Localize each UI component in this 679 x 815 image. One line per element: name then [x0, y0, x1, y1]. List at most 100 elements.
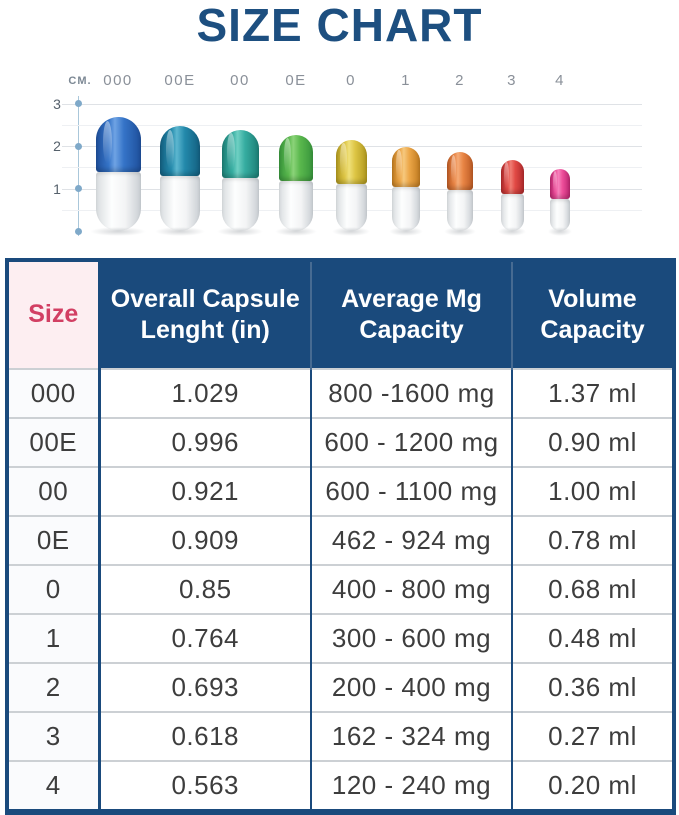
mg-cell: 462 - 924 mg [310, 515, 512, 565]
capsule-size-label: 00 [230, 72, 250, 89]
volume-cell: 0.27 ml [511, 711, 674, 761]
header-mg-capacity: Average Mg Capacity [310, 260, 512, 369]
capsule-3 [497, 160, 527, 236]
capsule-cap [392, 147, 420, 188]
capsule-00 [217, 130, 263, 236]
capsule-2 [443, 152, 477, 236]
table-row: 2 0.693 200 - 400 mg 0.36 ml [7, 662, 674, 712]
table-row: 1 0.764 300 - 600 mg 0.48 ml [7, 613, 674, 663]
capsule-size-label: 3 [507, 72, 517, 89]
capsule-body [447, 189, 473, 231]
capsule-00E [155, 126, 205, 236]
capsule-size-label: 0E [285, 72, 307, 89]
capsule-size-label: 000 [103, 72, 133, 89]
size-cell: 00 [7, 466, 99, 516]
capsule-cap [335, 140, 367, 184]
capsule-body [500, 194, 524, 231]
table-row: 3 0.618 162 - 324 mg 0.27 ml [7, 711, 674, 761]
capsule-cap [447, 152, 473, 190]
y-axis-line [78, 96, 79, 236]
gridline [62, 124, 642, 126]
length-cell: 1.029 [97, 368, 311, 418]
y-tick-label: 3 [53, 95, 61, 112]
size-cell: 0 [7, 564, 99, 614]
volume-cell: 1.00 ml [511, 466, 674, 516]
capsule-body [160, 176, 200, 231]
table-row: 000 1.029 800 -1600 mg 1.37 ml [7, 368, 674, 418]
length-cell: 0.909 [97, 515, 311, 565]
volume-cell: 0.68 ml [511, 564, 674, 614]
table-row: 00 0.921 600 - 1100 mg 1.00 ml [7, 466, 674, 516]
capsule-body [550, 198, 570, 231]
length-cell: 0.618 [97, 711, 311, 761]
table-header: Size Overall Capsule Lenght (in) Average… [7, 260, 674, 369]
capsule-body [95, 171, 141, 231]
capsule-size-label: 4 [555, 72, 565, 89]
capsule-000 [90, 117, 146, 236]
capsule-cap [95, 117, 141, 172]
capsule-size-label: 1 [401, 72, 411, 89]
size-cell: 3 [7, 711, 99, 761]
size-table: Size Overall Capsule Lenght (in) Average… [5, 258, 676, 815]
capsule-shadow [331, 227, 371, 236]
header-length: Overall Capsule Lenght (in) [98, 260, 311, 369]
mg-cell: 800 -1600 mg [310, 368, 512, 418]
capsule-size-label: 0 [346, 72, 356, 89]
axis-tick-dot [75, 142, 82, 150]
table-row: 0 0.85 400 - 800 mg 0.68 ml [7, 564, 674, 614]
capsule-shadow [155, 227, 205, 236]
mg-cell: 300 - 600 mg [310, 613, 512, 663]
unit-label: CM. [68, 75, 92, 87]
size-cell: 0E [7, 515, 99, 565]
table-row: 00E 0.996 600 - 1200 mg 0.90 ml [7, 417, 674, 467]
table-body: 000 1.029 800 -1600 mg 1.37 ml 00E 0.996 600 -… [7, 368, 674, 812]
header-row: Size Overall Capsule Lenght (in) Average… [7, 260, 674, 369]
capsule-body [221, 178, 259, 231]
capsule-cap [221, 130, 259, 179]
volume-cell: 0.78 ml [511, 515, 674, 565]
capsule-body [279, 181, 313, 231]
length-cell: 0.921 [97, 466, 311, 516]
capsule-shadow [547, 227, 573, 236]
capsule-shadow [443, 227, 477, 236]
capsule-shadow [274, 227, 318, 236]
volume-cell: 0.36 ml [511, 662, 674, 712]
volume-cell: 0.90 ml [511, 417, 674, 467]
size-cell: 2 [7, 662, 99, 712]
mg-cell: 162 - 324 mg [310, 711, 512, 761]
axis-tick-dot [75, 227, 82, 235]
capsule-cap [160, 126, 200, 177]
capsule-shadow [497, 227, 527, 236]
length-cell: 0.693 [97, 662, 311, 712]
page-title: SIZE CHART [196, 0, 483, 51]
length-cell: 0.85 [97, 564, 311, 614]
volume-cell: 1.37 ml [511, 368, 674, 418]
mg-cell: 600 - 1200 mg [310, 417, 512, 467]
capsule-body [392, 187, 420, 231]
capsule-cap [500, 160, 524, 195]
capsule-shadow [90, 227, 146, 236]
axis-tick-dot [75, 100, 82, 107]
size-cell: 00E [7, 417, 99, 467]
capsule-cap [550, 169, 570, 199]
volume-cell: 0.48 ml [511, 613, 674, 663]
capsule-4 [547, 169, 573, 236]
y-tick-label: 1 [53, 180, 61, 197]
capsule-size-label: 2 [455, 72, 465, 89]
header-volume-capacity: Volume Capacity [511, 260, 674, 369]
capsule-shadow [217, 227, 263, 236]
length-cell: 0.996 [97, 417, 311, 467]
gridline [62, 103, 642, 105]
axis-tick-dot [75, 185, 82, 192]
mg-cell: 600 - 1100 mg [310, 466, 512, 516]
y-tick-label: 2 [53, 138, 61, 154]
capsule-body [335, 183, 367, 231]
mg-cell: 200 - 400 mg [310, 662, 512, 712]
capsule-0 [331, 140, 371, 236]
length-cell: 0.764 [97, 613, 311, 663]
capsule-diagram: CM. 3 2 1 000 00E 00 0E 0 1 2 3 4 [0, 58, 679, 255]
header-size: Size [7, 260, 101, 369]
size-cell: 1 [7, 613, 99, 663]
mg-cell: 400 - 800 mg [310, 564, 512, 614]
table-row: 0E 0.909 462 - 924 mg 0.78 ml [7, 515, 674, 565]
